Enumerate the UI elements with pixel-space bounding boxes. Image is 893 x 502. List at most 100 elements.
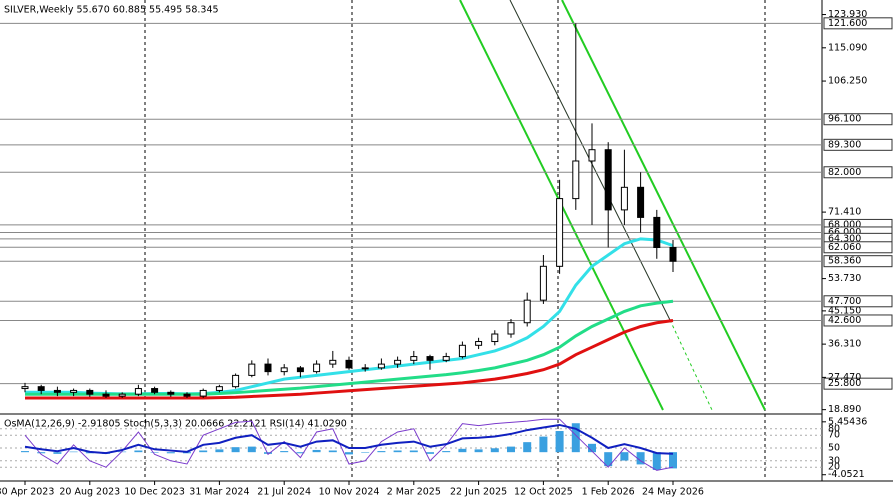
level-label: 47.700 <box>828 296 861 307</box>
osma-tick-label: -4.0521 <box>828 469 865 480</box>
candle-body <box>232 374 240 388</box>
osma-bar <box>393 450 402 453</box>
level-label-box <box>823 138 893 151</box>
y-tick-label: 123.930 <box>828 9 867 20</box>
x-tick-label: 20 Aug 2023 <box>59 487 120 498</box>
indicator-tick-label: 50 <box>828 443 840 454</box>
osma-bar <box>507 446 515 453</box>
candle-body <box>620 186 628 211</box>
levels: 121.600 96.100 89.300 82.000 68.00066.00064.… <box>0 17 893 390</box>
indicator-title: OsMA(12,26,9) -2.91805 Stoch(5,3,3) 20.0… <box>4 419 347 430</box>
candle-body <box>410 356 418 361</box>
osma-bar <box>150 452 159 453</box>
moving-average <box>25 318 674 400</box>
y-tick-label: 106.250 <box>828 76 867 87</box>
indicator-tick-label: 20 <box>828 462 840 473</box>
osma-bar <box>134 450 143 453</box>
candle-body <box>653 216 661 248</box>
osma-bar <box>588 443 596 453</box>
osma-bar <box>69 451 78 453</box>
osma-bar <box>523 442 532 453</box>
candle-body <box>199 389 207 397</box>
level-label: 42.600 <box>828 315 861 326</box>
osma-bar <box>361 452 370 453</box>
level-label-box <box>823 255 893 268</box>
osma-bar <box>215 449 224 453</box>
y-tick-label: 36.310 <box>828 339 861 350</box>
osma-tick-label: 5.45436 <box>828 416 867 427</box>
trend-line-extension <box>669 319 713 411</box>
osma-bar <box>409 450 418 453</box>
x-tick-label: 12 Oct 2025 <box>514 487 573 498</box>
osma-bar <box>377 451 386 453</box>
candle-body <box>426 356 434 361</box>
osma-bar <box>442 451 451 453</box>
level-label: 96.100 <box>828 114 861 125</box>
x-tick-label: 2 Mar 2025 <box>387 487 441 498</box>
candle-body <box>280 367 288 373</box>
candle-body <box>588 149 596 162</box>
osma-bar <box>296 452 305 454</box>
candle-body <box>669 246 677 262</box>
stoch-line <box>24 418 674 471</box>
level-label-box <box>823 17 893 30</box>
candle-body <box>539 265 547 301</box>
candle-body <box>167 391 175 395</box>
candle-body <box>215 386 223 391</box>
level-label: 64.300 <box>828 233 861 244</box>
osma-bar <box>328 450 337 453</box>
osma-bar <box>37 452 46 454</box>
osma-bar <box>571 423 580 453</box>
osma-bar <box>474 449 483 453</box>
level-label: 82.000 <box>828 167 861 178</box>
level-label-box <box>823 377 893 390</box>
osma-bar <box>426 452 434 454</box>
candle-body <box>475 341 483 346</box>
osma-bar <box>555 431 564 453</box>
osma-bar <box>636 452 645 465</box>
osma-bar <box>652 452 661 470</box>
y-tick-label: 45.150 <box>828 305 861 316</box>
candle-body <box>345 359 353 369</box>
level-label: 121.600 <box>828 18 867 29</box>
level-label-box <box>823 241 893 254</box>
level-label: 68.000 <box>828 219 861 230</box>
osma-bar <box>490 448 499 453</box>
osma-bar <box>345 452 353 455</box>
osma-bar <box>21 451 29 453</box>
level-label-box <box>823 295 893 308</box>
level-label-box <box>823 314 893 327</box>
y-tick-label: 115.090 <box>828 42 867 53</box>
main-panel <box>21 23 677 400</box>
osma-bar <box>458 448 467 453</box>
y-tick-label: 53.730 <box>828 273 861 284</box>
osma-bar <box>264 452 272 454</box>
osma-bar <box>604 452 613 467</box>
candle-body <box>21 386 29 390</box>
candle-body <box>86 389 94 395</box>
candle-body <box>442 356 450 361</box>
candle-body <box>637 186 645 218</box>
candle-body <box>523 299 531 324</box>
level-label: 89.300 <box>828 139 861 150</box>
x-tick-label: 31 Mar 2024 <box>189 487 249 498</box>
candle-body <box>458 344 466 358</box>
osma-bar <box>199 450 208 453</box>
candle-body <box>556 198 564 267</box>
candle-body <box>491 333 499 343</box>
level-label-box <box>823 113 893 126</box>
level-label-box <box>823 166 893 179</box>
osma-bar <box>620 452 629 461</box>
osma-bar <box>539 436 548 453</box>
y-tick-label: 27.470 <box>828 372 861 383</box>
x-tick-label: 10 Dec 2023 <box>124 487 185 498</box>
candle-body <box>37 386 45 391</box>
candle-body <box>507 322 515 335</box>
x-tick-label: 10 Nov 2024 <box>319 487 380 498</box>
candle-body <box>313 363 321 373</box>
osma-bar <box>312 449 321 453</box>
indicator-tick-label: 80 <box>828 423 840 434</box>
indicator-tick-label: 30 <box>828 455 840 466</box>
